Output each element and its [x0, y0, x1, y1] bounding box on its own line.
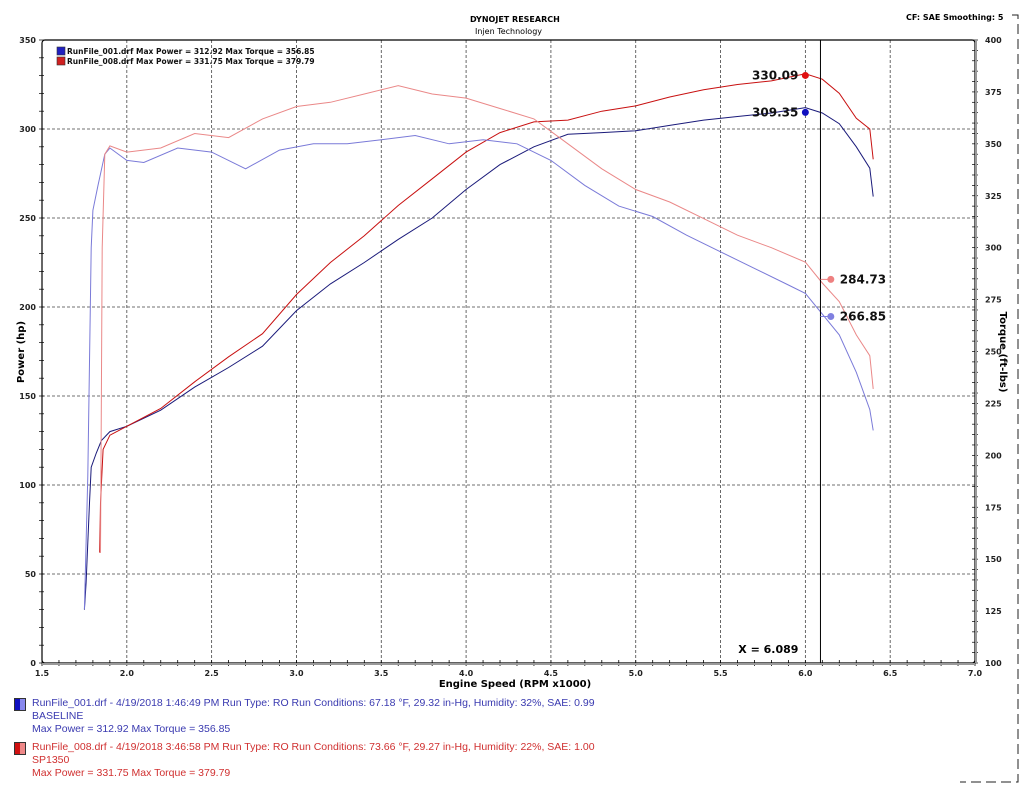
y-right-tick-label: 375 — [985, 88, 1002, 97]
y-left-tick-label: 300 — [19, 125, 36, 134]
y-left-axis-label: Power (hp) — [16, 321, 27, 383]
y-right-tick-label: 200 — [985, 451, 1002, 460]
x-tick-label: 7.0 — [968, 669, 983, 678]
chart-subtitle: Injen Technology — [475, 27, 542, 36]
plot-frame — [41, 39, 976, 664]
y-right-tick-label: 150 — [985, 555, 1002, 564]
x-tick-label: 4.5 — [544, 669, 559, 678]
y-left-tick-label: 200 — [19, 303, 36, 312]
run-info-001: RunFile_001.drf - 4/19/2018 1:46:49 PM R… — [14, 697, 595, 736]
y-left-tick-label: 50 — [25, 570, 37, 579]
annotation-label: 330.09 — [752, 68, 798, 82]
x-tick-label: 5.5 — [713, 669, 728, 678]
y-right-tick-label: 100 — [985, 659, 1002, 668]
annotation-marker — [827, 313, 835, 321]
y-left-tick-label: 350 — [19, 36, 36, 45]
y-right-tick-label: 250 — [985, 348, 1002, 357]
y-right-tick-label: 325 — [985, 192, 1002, 201]
series-line-RunFile_008-torque — [100, 85, 874, 553]
y-right-tick-label: 400 — [985, 36, 1002, 45]
y-right-axis-label: Torque (ft-lbs) — [997, 312, 1008, 393]
run-name: SP1350 — [32, 754, 70, 766]
annotation-label: 266.85 — [840, 310, 886, 324]
cursor-label: X = 6.089 — [738, 643, 798, 656]
run-details: RunFile_008.drf - 4/19/2018 3:46:58 PM R… — [32, 741, 595, 753]
y-right-tick-label: 350 — [985, 140, 1002, 149]
series-line-RunFile_001-power — [83, 107, 874, 610]
x-tick-label: 2.5 — [205, 669, 220, 678]
legend-swatch — [56, 46, 66, 56]
x-tick-label: 3.5 — [374, 669, 389, 678]
y-right-tick-label: 225 — [985, 399, 1002, 408]
annotation-label: 309.35 — [752, 105, 798, 119]
page-border — [960, 14, 1019, 783]
run-max: Max Power = 312.92 Max Torque = 356.85 — [32, 723, 231, 735]
x-tick-label: 6.0 — [798, 669, 813, 678]
x-tick-label: 6.5 — [883, 669, 898, 678]
x-tick-label: 4.0 — [459, 669, 474, 678]
series-line-RunFile_001-torque — [83, 134, 874, 610]
y-right-tick-label: 175 — [985, 503, 1002, 512]
y-left-tick-label: 150 — [19, 392, 36, 401]
y-right-tick-label: 300 — [985, 244, 1002, 253]
x-tick-label: 2.0 — [120, 669, 135, 678]
y-left-tick-label: 0 — [30, 659, 36, 668]
annotation-marker — [827, 275, 835, 283]
x-tick-label: 1.5 — [35, 669, 50, 678]
annotation-marker — [801, 71, 809, 79]
x-tick-label: 3.0 — [289, 669, 304, 678]
run-swatch-blue — [14, 698, 26, 711]
y-right-tick-label: 125 — [985, 607, 1002, 616]
y-right-tick-label: 275 — [985, 296, 1002, 305]
annotation-label: 284.73 — [840, 272, 886, 286]
chart-title: DYNOJET RESEARCH — [470, 15, 560, 24]
run-details: RunFile_001.drf - 4/19/2018 1:46:49 PM R… — [32, 697, 595, 709]
series-line-RunFile_008-power — [99, 73, 874, 553]
legend-swatch — [56, 56, 66, 66]
x-tick-label: 5.0 — [629, 669, 644, 678]
run-name: BASELINE — [32, 710, 84, 722]
y-left-tick-label: 100 — [19, 481, 36, 490]
run-swatch-red — [14, 742, 26, 755]
y-left-tick-label: 250 — [19, 214, 36, 223]
x-axis-label: Engine Speed (RPM x1000) — [439, 679, 591, 690]
settings-label: CF: SAE Smoothing: 5 — [906, 13, 1004, 22]
legend-entry: RunFile_008.drf Max Power = 331.75 Max T… — [67, 57, 315, 66]
annotation-marker — [801, 108, 809, 116]
run-info-008: RunFile_008.drf - 4/19/2018 3:46:58 PM R… — [14, 741, 595, 780]
run-max: Max Power = 331.75 Max Torque = 379.79 — [32, 767, 231, 779]
legend-entry: RunFile_001.drf Max Power = 312.92 Max T… — [67, 47, 315, 56]
